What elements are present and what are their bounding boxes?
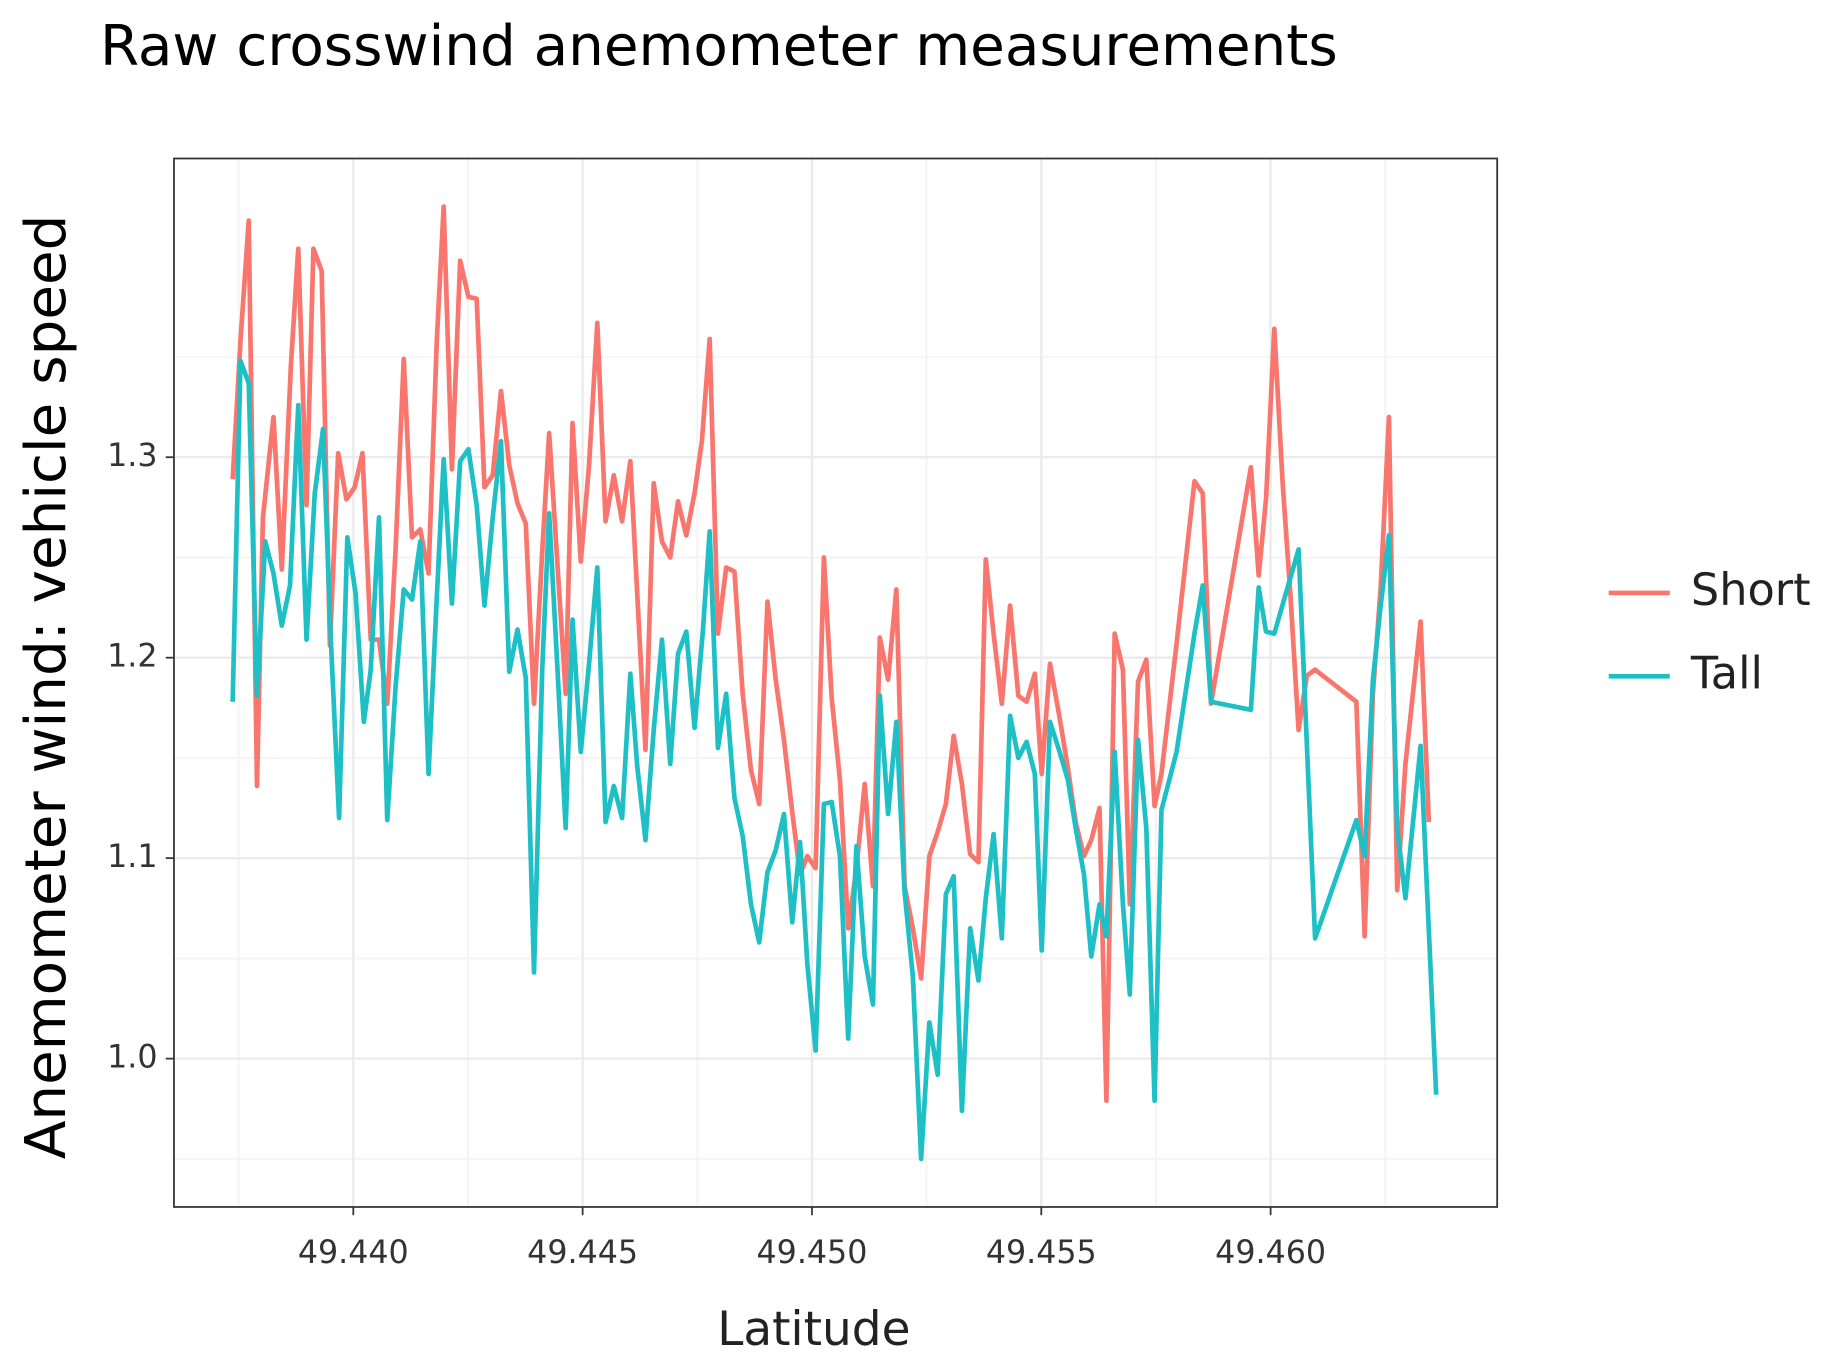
y-axis-label: Anemometer wind: vehicle speed	[14, 215, 79, 1160]
legend-label: Short	[1691, 564, 1811, 616]
x-tick-label: 49.455	[986, 1235, 1097, 1271]
chart-title: Raw crosswind anemometer measurements	[100, 14, 1338, 79]
x-axis-label: Latitude	[717, 1302, 910, 1357]
y-tick-label: 1.3	[107, 438, 157, 474]
y-tick-label: 1.0	[107, 1040, 157, 1076]
x-tick-label: 49.445	[527, 1235, 638, 1271]
y-tick-label: 1.1	[107, 839, 157, 875]
y-tick-label: 1.2	[107, 639, 157, 675]
plot-border	[173, 157, 1499, 1208]
x-tick-label: 49.450	[757, 1235, 868, 1271]
series-line	[230, 358, 1439, 1162]
legend-label: Tall	[1690, 647, 1763, 699]
x-tick-label: 49.440	[298, 1235, 409, 1271]
x-tick-label: 49.460	[1215, 1235, 1326, 1271]
series-line	[230, 204, 1432, 1104]
